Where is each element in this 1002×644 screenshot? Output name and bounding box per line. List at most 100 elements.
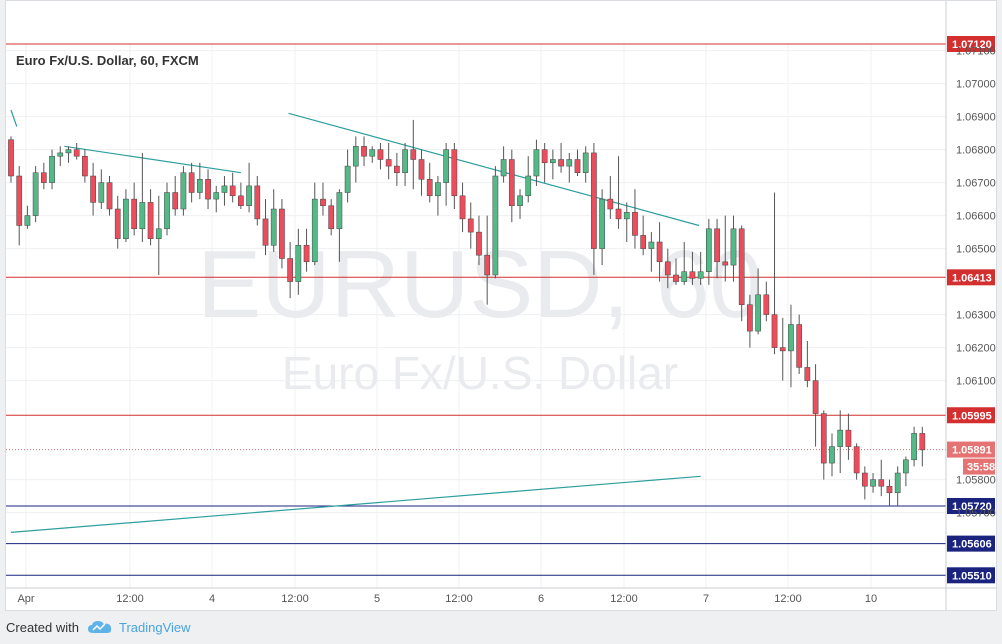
y-tick-label: 1.06100 — [956, 376, 996, 388]
candle-body — [533, 149, 540, 177]
candle-body — [894, 472, 901, 494]
candle — [196, 162, 203, 200]
candle — [697, 251, 704, 285]
y-tick-label: 1.06500 — [956, 244, 996, 256]
candle-body — [919, 433, 926, 451]
candle-body — [180, 172, 187, 210]
candle — [763, 281, 770, 322]
x-tick-label: Apr — [17, 593, 34, 605]
candle-body — [49, 155, 55, 183]
candle-body — [320, 198, 326, 206]
candle — [311, 182, 318, 266]
candle-body — [270, 208, 277, 246]
y-tick-label: 1.05800 — [956, 475, 996, 487]
candle — [303, 228, 310, 272]
candle-body — [82, 155, 88, 177]
candle-body — [820, 413, 827, 464]
candle-body — [476, 231, 482, 256]
candle — [599, 189, 605, 266]
candle — [820, 410, 827, 480]
candle-body — [402, 149, 408, 173]
level-price-tag — [947, 567, 995, 584]
candle-body — [599, 198, 605, 249]
level-price-tag — [947, 407, 995, 424]
candle-body — [196, 179, 203, 193]
x-tick-label: 12:00 — [774, 593, 802, 605]
candle-body — [106, 182, 113, 210]
candle — [476, 215, 482, 266]
candle — [804, 341, 811, 388]
candle — [467, 202, 474, 249]
candle — [541, 143, 548, 183]
candle-body — [24, 215, 31, 226]
candle-body — [40, 172, 47, 183]
candle-body — [706, 228, 712, 272]
y-tick-label: 1.06700 — [956, 178, 996, 190]
candle — [114, 195, 121, 249]
trendline — [10, 109, 18, 127]
candle-body — [738, 228, 745, 305]
candle-body — [607, 198, 614, 210]
candle-body — [582, 152, 589, 173]
candle — [352, 136, 359, 183]
candle — [369, 146, 376, 163]
candle — [566, 152, 573, 183]
candle — [328, 199, 335, 236]
y-tick-label: 1.06900 — [956, 112, 996, 124]
candle-body — [164, 192, 170, 230]
candle-body — [656, 241, 663, 263]
candle-body — [221, 185, 228, 193]
candle — [591, 143, 597, 275]
candle-body — [451, 149, 458, 197]
footer: Created with TradingView — [6, 617, 191, 637]
candle — [788, 304, 794, 388]
candle-body — [870, 479, 876, 487]
candle — [550, 149, 556, 180]
candle-body — [303, 245, 310, 263]
candle — [615, 156, 622, 229]
candle — [402, 143, 408, 186]
candle — [459, 182, 466, 233]
candle — [394, 152, 400, 186]
candle-body — [147, 202, 154, 239]
candle-body — [172, 192, 179, 210]
candle — [270, 189, 277, 252]
candle — [533, 139, 540, 186]
candle — [123, 189, 129, 242]
candle-body — [903, 459, 909, 474]
candle — [320, 182, 326, 216]
candle — [648, 232, 655, 272]
candle — [139, 152, 146, 242]
candle — [73, 143, 80, 160]
candlestick-chart[interactable]: EURUSD, 60 Euro Fx/U.S. Dollar 1.071201.… — [6, 1, 996, 610]
x-tick-label: 4 — [209, 593, 215, 605]
candle-body — [812, 380, 819, 414]
candle-body — [287, 258, 293, 282]
candle-body — [747, 304, 753, 332]
candle-body — [550, 159, 556, 164]
candle — [361, 136, 367, 167]
candle-body — [763, 294, 770, 315]
candle-body — [418, 159, 425, 180]
candle-body — [632, 212, 638, 236]
candle — [279, 199, 285, 269]
level-price-tag — [947, 269, 995, 286]
candle-body — [878, 479, 885, 487]
candle-body — [755, 294, 761, 332]
y-tick-label: 1.06600 — [956, 211, 996, 223]
candle-body — [311, 198, 318, 263]
candle-body — [689, 271, 696, 279]
candle-body — [32, 172, 39, 216]
candle-body — [16, 175, 23, 226]
candle-body — [484, 254, 491, 276]
trendline — [10, 475, 701, 533]
candle-body — [229, 185, 236, 197]
candle-body — [796, 324, 803, 368]
candle — [500, 146, 507, 183]
candle — [82, 149, 88, 183]
tradingview-link[interactable]: TradingView — [118, 619, 191, 635]
candle-body — [8, 139, 14, 177]
candle — [16, 166, 23, 246]
candle — [911, 426, 917, 467]
candle — [508, 149, 515, 223]
